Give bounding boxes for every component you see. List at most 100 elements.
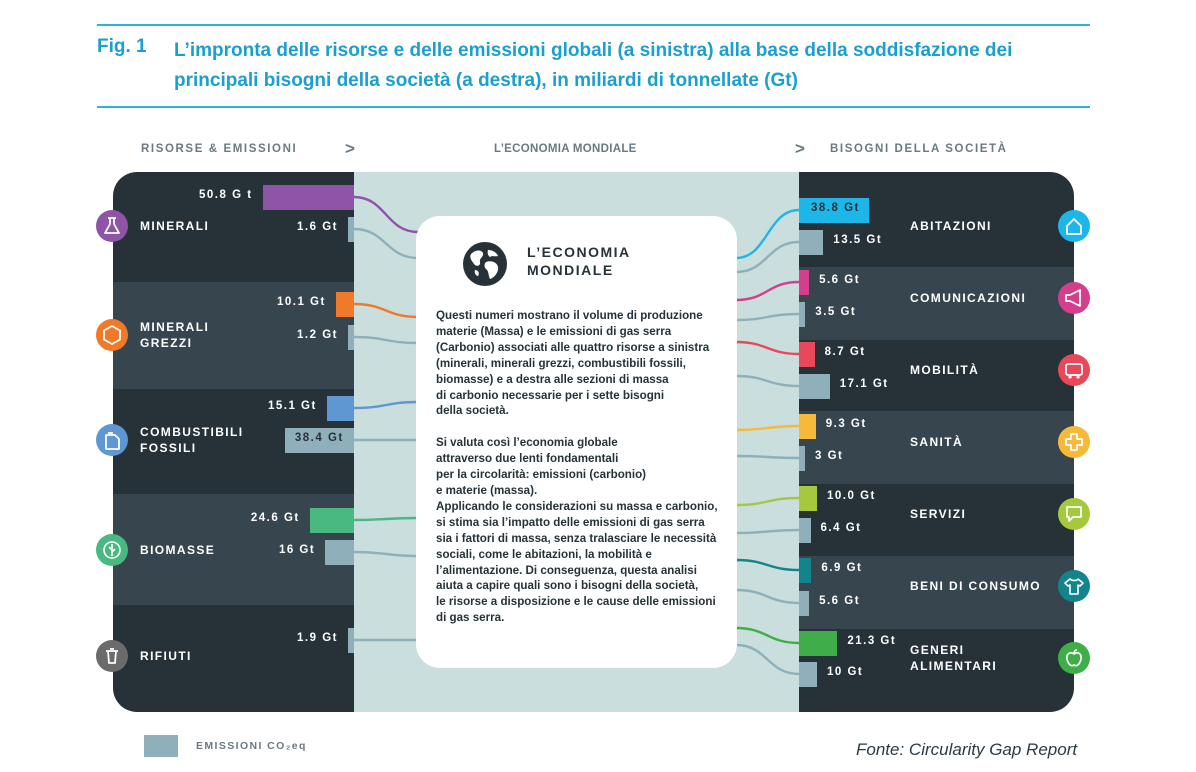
emission-flow-line xyxy=(735,528,800,535)
resource-label-line: MINERALI xyxy=(140,320,210,334)
emission-bar xyxy=(799,661,817,687)
need-label-line: SERVIZI xyxy=(910,507,967,521)
emission-flow-line xyxy=(735,240,800,274)
need-label: BENI DI CONSUMO xyxy=(910,578,1041,594)
emission-flow-line xyxy=(735,454,800,460)
emission-value-label: 17.1 Gt xyxy=(839,378,889,390)
emission-bar xyxy=(348,324,354,350)
emission-value-label: 10 Gt xyxy=(827,666,864,678)
resource-label: RIFIUTI xyxy=(140,648,192,664)
need-flow-line xyxy=(735,424,800,432)
resource-label-line: COMBUSTIBILI xyxy=(140,425,244,439)
cross-icon xyxy=(1058,426,1090,458)
emission-bar xyxy=(799,301,806,327)
resource-label-line: RIFIUTI xyxy=(140,649,192,663)
resource-label-line: MINERALI xyxy=(140,219,210,233)
legend-emissions-label: EMISSIONI CO₂eq xyxy=(196,740,307,752)
need-flow-line xyxy=(735,496,800,507)
need-label-line: COMUNICAZIONI xyxy=(910,291,1027,305)
column-heading-resources: RISORSE & EMISSIONI xyxy=(141,143,298,155)
material-value-label: 10.0 Gt xyxy=(827,490,876,502)
figure-title: L’impronta delle risorse e delle emissio… xyxy=(174,40,1013,91)
material-bar xyxy=(799,269,810,295)
need-flow-line xyxy=(735,626,800,645)
emission-flow-line xyxy=(735,643,800,676)
need-label-line: ABITAZIONI xyxy=(910,219,992,233)
emission-bar xyxy=(799,373,830,399)
material-value-label: 6.9 Gt xyxy=(821,562,863,574)
resource-flow-line xyxy=(353,302,419,319)
material-value-label: 5.6 Gt xyxy=(819,274,861,286)
emission-bar xyxy=(799,229,824,255)
material-value-label: 10.1 Gt xyxy=(276,296,326,308)
economy-title: L’ECONOMIA MONDIALE xyxy=(527,243,631,279)
material-value-label: 21.3 Gt xyxy=(847,635,897,647)
flask-icon xyxy=(96,210,128,242)
emission-value-label: 1.6 Gt xyxy=(297,221,338,233)
resource-label: COMBUSTIBILI FOSSILI xyxy=(140,424,243,456)
title-rule-bottom xyxy=(97,106,1090,108)
emission-value-label: 13.5 Gt xyxy=(833,234,883,246)
emission-flow-line xyxy=(353,550,419,558)
need-label-line: ALIMENTARI xyxy=(910,659,998,673)
need-flow-line xyxy=(735,208,800,260)
resources-panel xyxy=(113,172,354,712)
economy-info-box xyxy=(416,216,737,668)
emission-bar xyxy=(348,627,354,653)
material-value-label: 8.7 Gt xyxy=(824,346,866,358)
material-bar xyxy=(799,557,812,583)
emission-value-label: 1.2 Gt xyxy=(297,329,338,341)
resource-label-line: BIOMASSE xyxy=(140,543,216,557)
emission-bar xyxy=(799,590,810,616)
emission-value-label: 6.4 Gt xyxy=(820,522,862,534)
hexagon-icon xyxy=(96,319,128,351)
emission-bar xyxy=(799,445,805,471)
need-label: SANITÀ xyxy=(910,434,963,450)
need-label-line: BENI DI CONSUMO xyxy=(910,579,1042,593)
resource-label: BIOMASSE xyxy=(140,542,215,558)
need-label-line: SANITÀ xyxy=(910,435,964,449)
emission-flow-line xyxy=(735,374,800,388)
resource-flow-line xyxy=(353,195,419,234)
emission-flow-line xyxy=(353,227,419,260)
need-label-line: GENERI xyxy=(910,643,965,657)
need-label: MOBILITÀ xyxy=(910,362,979,378)
column-heading-economy: L’ECONOMIA MONDIALE xyxy=(494,143,637,155)
economy-title-line1: L’ECONOMIA xyxy=(527,244,631,260)
material-bar xyxy=(326,395,354,421)
emission-value-label: 16 Gt xyxy=(278,544,316,556)
globe-icon xyxy=(463,242,507,286)
material-value-label: 50.8 G t xyxy=(199,189,253,201)
material-bar xyxy=(335,291,354,317)
chevron-right-icon: > xyxy=(795,139,805,158)
emission-value-label: 1.9 Gt xyxy=(297,632,338,644)
bus-icon xyxy=(1058,354,1090,386)
need-label-line: MOBILITÀ xyxy=(910,363,980,377)
emission-value-label: 38.4 Gt xyxy=(294,432,344,444)
tshirt-icon xyxy=(1058,570,1090,602)
chat-icon xyxy=(1058,498,1090,530)
band-stripe xyxy=(113,282,354,389)
material-value-label: 9.3 Gt xyxy=(825,418,867,430)
emission-flow-line xyxy=(735,312,800,322)
economy-description: Questi numeri mostrano il volume di prod… xyxy=(436,309,718,625)
material-bar xyxy=(799,197,869,223)
need-flow-line xyxy=(735,558,800,572)
emission-bar xyxy=(325,539,354,565)
need-label: GENERI ALIMENTARI xyxy=(910,642,997,674)
emission-bar xyxy=(348,216,354,242)
material-bar xyxy=(262,184,354,210)
emission-bar xyxy=(284,427,354,453)
title-rule-top xyxy=(97,24,1090,26)
leaf-icon xyxy=(96,534,128,566)
resource-label-line: FOSSILI xyxy=(140,441,197,455)
emission-flow-line xyxy=(735,588,800,605)
material-value-label: 24.6 Gt xyxy=(250,512,300,524)
resource-label: MINERALI GREZZI xyxy=(140,319,209,351)
chevron-right-icon: > xyxy=(345,139,355,158)
emission-flow-line xyxy=(353,335,419,345)
economy-title-line2: MONDIALE xyxy=(527,262,614,278)
megaphone-icon xyxy=(1058,282,1090,314)
apple-icon xyxy=(1058,642,1090,674)
